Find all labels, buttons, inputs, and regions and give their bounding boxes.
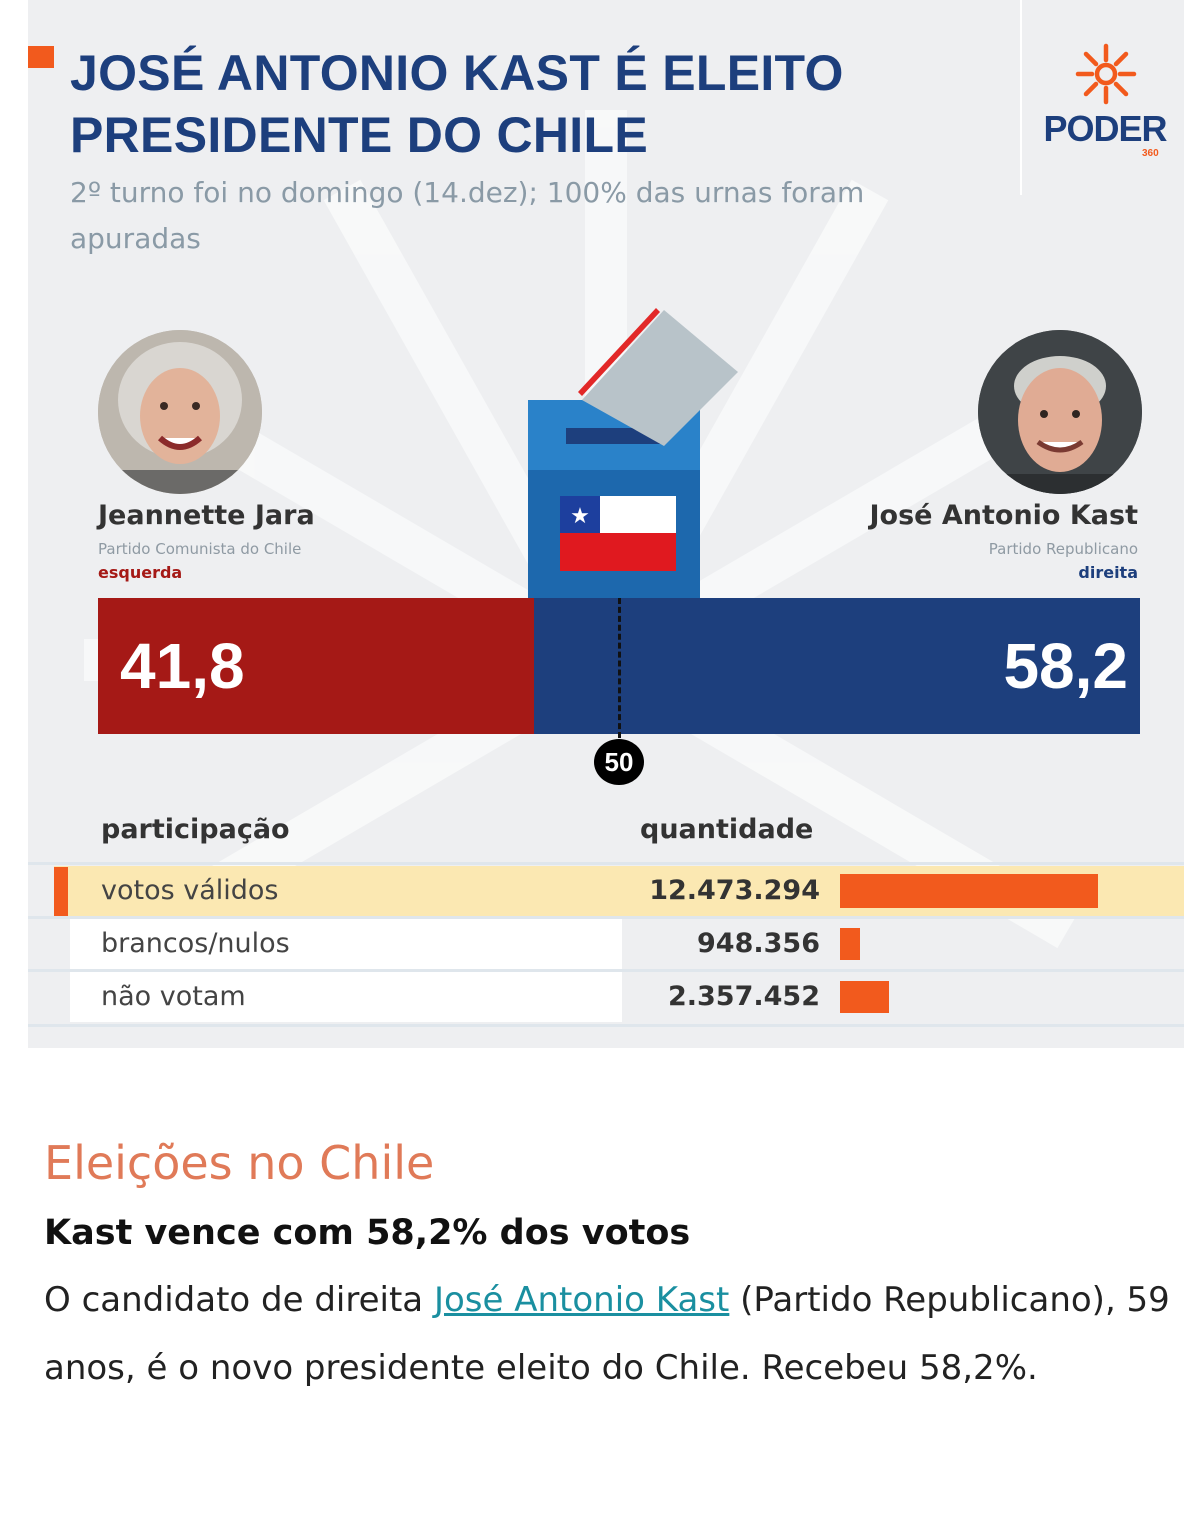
chart-title: JOSÉ ANTONIO KAST É ELEITO PRESIDENTE DO… [70, 45, 844, 163]
candidate-photo-left [98, 330, 262, 494]
candidate-party-right: Partido Republicano [988, 540, 1138, 558]
candidate-side-right: direita [1078, 563, 1138, 582]
quantity-bar-nao-votam [840, 981, 889, 1013]
row-value: 948.356 [697, 928, 820, 959]
election-infographic: JOSÉ ANTONIO KAST É ELEITO PRESIDENTE DO… [28, 0, 1184, 1048]
row-cell-bg [70, 972, 622, 1022]
ballot-box-illustration: ★ [528, 308, 738, 600]
row-cell-bg [70, 919, 622, 969]
article-kicker: Eleições no Chile [44, 1136, 435, 1190]
article-body-text: O candidato de direita [44, 1280, 434, 1320]
bar-label-right: 58,2 [1003, 630, 1128, 702]
table-row-brancos-nulos: brancos/nulos 948.356 [28, 919, 1184, 971]
highlight-marker [54, 867, 68, 917]
majority-badge: 50 [594, 739, 644, 785]
row-label: votos válidos [101, 875, 279, 906]
row-label: brancos/nulos [101, 928, 290, 959]
table-divider [28, 862, 1184, 865]
logo-wordmark: PODER [1043, 108, 1167, 149]
logo-number: 360 [1142, 148, 1159, 159]
svg-text:★: ★ [570, 504, 590, 529]
kast-profile-link[interactable]: José Antonio Kast [433, 1280, 730, 1320]
row-value: 12.473.294 [649, 875, 820, 906]
candidate-photo-right [978, 330, 1142, 494]
article-headline: Kast vence com 58,2% dos votos [44, 1213, 691, 1253]
title-accent [28, 46, 54, 68]
chart-subtitle: 2º turno foi no domingo (14.dez); 100% d… [70, 176, 865, 255]
candidate-name-left: Jeannette Jara [98, 500, 315, 531]
row-value: 2.357.452 [667, 981, 820, 1012]
table-row-votos-validos: votos válidos 12.473.294 [28, 866, 1184, 918]
table-header-participacao: participação [101, 814, 290, 845]
header-divider [1020, 0, 1022, 195]
bar-jose-antonio-kast [533, 598, 1140, 734]
table-divider [28, 969, 1184, 972]
quantity-bar-votos-validos [840, 874, 1098, 908]
table-header-quantidade: quantidade [640, 814, 814, 845]
row-label: não votam [101, 981, 246, 1012]
article-body: O candidato de direita José Antonio Kast… [44, 1266, 1174, 1402]
table-divider [28, 916, 1184, 919]
bar-jeannette-jara [98, 598, 534, 734]
quantity-bar-brancos-nulos [840, 928, 860, 960]
majority-line [618, 598, 621, 738]
candidate-side-left: esquerda [98, 563, 183, 582]
table-row-nao-votam: não votam 2.357.452 [28, 972, 1184, 1024]
sun-icon [1075, 43, 1137, 105]
bar-label-left: 41,8 [120, 630, 245, 702]
candidate-party-left: Partido Comunista do Chile [98, 540, 302, 558]
poder360-logo: PODER 360 [1040, 40, 1170, 170]
chile-flag-icon: ★ [560, 496, 676, 571]
candidate-name-right: José Antonio Kast [869, 500, 1139, 531]
article-body-text: (Partido Republicano), 59 anos, é o novo… [44, 1280, 1170, 1388]
table-divider [28, 1024, 1184, 1027]
article: Eleições no Chile Kast vence com 58,2% d… [44, 1130, 1174, 1402]
